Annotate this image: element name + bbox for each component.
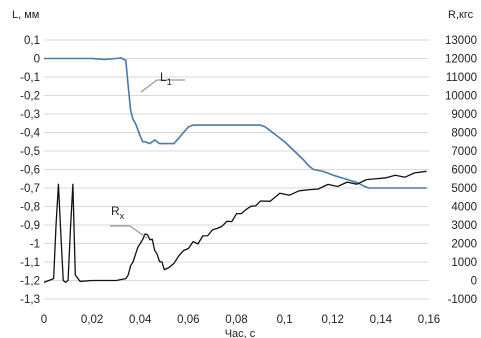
y-axis-left-title: L, мм <box>12 9 39 21</box>
callout-rx-label: Rx <box>111 204 125 221</box>
y-tick-right-label: 0 <box>471 276 477 288</box>
y-tick-left-label: -1,2 <box>20 276 40 288</box>
x-tick-label: 0,06 <box>177 314 199 326</box>
y-tick-left-label: -1,1 <box>20 257 40 269</box>
callout-rx: Rx <box>110 204 148 239</box>
x-tick-label: 0,08 <box>225 314 247 326</box>
y-tick-left-label: 0,1 <box>24 35 40 47</box>
series-line-rx <box>43 170 427 284</box>
y-axis-right-title: R,кгс <box>448 9 474 21</box>
x-tick-label: 0,14 <box>370 314 393 326</box>
y-tick-left-label: -0,4 <box>20 128 40 140</box>
y-tick-right-label: 7000 <box>451 146 477 158</box>
x-tick-label: 0,16 <box>418 314 440 326</box>
y-tick-right-label: 11000 <box>446 72 477 84</box>
y-tick-right-label: 2000 <box>451 239 477 251</box>
y-tick-right-label: 4000 <box>451 202 477 214</box>
y-tick-left-label: -0,8 <box>20 202 40 214</box>
x-axis-title: Час, с <box>225 328 256 338</box>
callout-l1-label: L1 <box>160 70 172 87</box>
y-tick-left-label: -1,3 <box>20 294 40 306</box>
y-tick-left-label: -1 <box>30 239 40 251</box>
gridlines <box>44 39 429 300</box>
y-tick-right-label: 12000 <box>445 54 477 66</box>
x-tick-label: 0,1 <box>277 314 293 326</box>
series-line-l1 <box>44 57 427 189</box>
series-layer <box>43 57 427 284</box>
y-tick-right-label: 5000 <box>451 183 477 195</box>
y-tick-right-label: 6000 <box>451 165 477 177</box>
y-tick-left-label: -0,2 <box>20 91 40 103</box>
y-tick-left-label: -0,9 <box>20 220 40 232</box>
y-tick-right-label: 10000 <box>445 91 477 103</box>
y-tick-left-label: -0,6 <box>20 165 40 177</box>
y-tick-left-label: -0,5 <box>20 146 40 158</box>
y-tick-left-label: 0 <box>34 54 40 66</box>
y-tick-left-label: -0,3 <box>20 109 40 121</box>
y-tick-right-label: 13000 <box>445 35 477 47</box>
x-tick-label: 0,04 <box>129 314 152 326</box>
y-tick-right-label: -1000 <box>448 294 477 306</box>
y-tick-right-label: 8000 <box>451 128 477 140</box>
x-tick-label: 0,02 <box>81 314 103 326</box>
y-tick-right-label: 9000 <box>451 109 477 121</box>
x-tick-label: 0 <box>41 314 47 326</box>
y-tick-left-label: -0,7 <box>20 183 40 195</box>
callout-l1: L1 <box>140 70 185 93</box>
y-tick-right-label: 1000 <box>451 257 477 269</box>
y-tick-right-label: 3000 <box>451 220 477 232</box>
x-tick-label: 0,12 <box>322 314 344 326</box>
y-tick-left-label: -0,1 <box>20 72 40 84</box>
